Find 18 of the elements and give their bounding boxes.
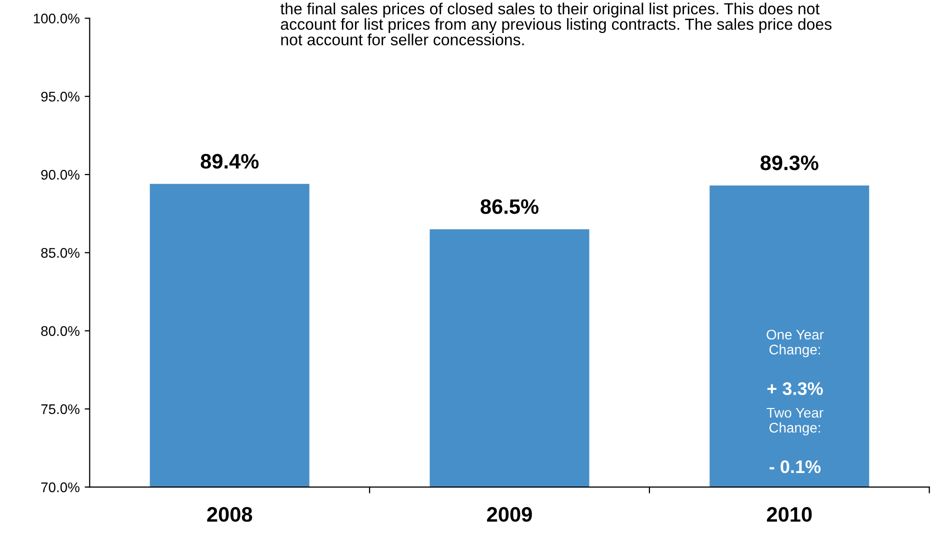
y-tick-label: 100.0%	[34, 14, 80, 24]
x-tick-label: 2008	[207, 507, 252, 522]
annotation: the final sales prices of closed sales to their original list prices. This does not account for list prices from any previous listing contracts. The sales price does not account for seller concessions.	[280, 2, 832, 46]
y-tick-label: 75.0%	[41, 404, 80, 414]
y-tick-label: 80.0%	[41, 326, 80, 336]
annotation: + 3.3%	[767, 382, 823, 396]
y-tick-label: 95.0%	[41, 92, 80, 102]
x-tick-label: 2009	[487, 507, 532, 522]
annotation: - 0.1%	[770, 460, 821, 474]
y-tick-label: 70.0%	[41, 482, 80, 492]
x-tick-label: 2010	[766, 507, 812, 522]
data-label: 89.3%	[760, 155, 818, 170]
annotation: One Year Change:	[766, 330, 824, 358]
data-label: 86.5%	[480, 199, 538, 214]
data-label: 89.4%	[200, 154, 259, 169]
y-tick-label: 85.0%	[41, 248, 80, 258]
y-tick-label: 90.0%	[41, 170, 80, 180]
annotation: Two Year Change:	[766, 408, 824, 436]
